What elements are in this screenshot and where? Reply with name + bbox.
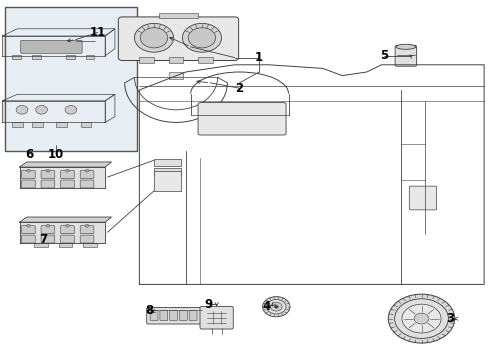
Bar <box>159 13 198 18</box>
FancyBboxPatch shape <box>169 311 177 320</box>
Text: 5: 5 <box>379 49 387 62</box>
Bar <box>81 122 91 127</box>
Bar <box>85 55 94 59</box>
Bar <box>66 55 75 59</box>
Text: 9: 9 <box>204 298 212 311</box>
FancyBboxPatch shape <box>80 235 94 243</box>
FancyBboxPatch shape <box>394 45 416 66</box>
Bar <box>168 57 183 63</box>
Polygon shape <box>20 167 105 188</box>
Polygon shape <box>20 162 111 167</box>
FancyBboxPatch shape <box>21 226 35 234</box>
Circle shape <box>85 224 89 227</box>
Circle shape <box>182 23 221 52</box>
FancyBboxPatch shape <box>150 311 158 320</box>
Circle shape <box>85 169 89 172</box>
Circle shape <box>16 105 28 114</box>
Circle shape <box>413 313 428 324</box>
FancyBboxPatch shape <box>160 311 167 320</box>
Circle shape <box>134 23 173 52</box>
Circle shape <box>262 297 289 317</box>
FancyBboxPatch shape <box>20 40 82 53</box>
Circle shape <box>36 105 47 114</box>
Circle shape <box>65 105 77 114</box>
Circle shape <box>26 169 30 172</box>
FancyBboxPatch shape <box>61 171 74 179</box>
Circle shape <box>274 305 278 308</box>
FancyBboxPatch shape <box>41 180 55 188</box>
FancyBboxPatch shape <box>41 235 55 243</box>
Circle shape <box>46 224 50 227</box>
Circle shape <box>401 304 440 333</box>
FancyBboxPatch shape <box>61 180 74 188</box>
Bar <box>32 122 42 127</box>
Text: 4: 4 <box>262 300 270 312</box>
FancyBboxPatch shape <box>21 235 35 243</box>
FancyBboxPatch shape <box>21 180 35 188</box>
FancyBboxPatch shape <box>80 171 94 179</box>
Polygon shape <box>105 94 115 122</box>
Circle shape <box>394 299 447 338</box>
Bar <box>32 55 41 59</box>
Text: 6: 6 <box>25 148 33 161</box>
FancyBboxPatch shape <box>179 311 187 320</box>
Text: 7: 7 <box>39 233 47 246</box>
Bar <box>154 159 181 166</box>
Ellipse shape <box>395 44 415 49</box>
Bar <box>198 57 212 63</box>
Bar <box>154 168 181 175</box>
Text: 10: 10 <box>48 148 64 161</box>
Polygon shape <box>2 101 105 122</box>
FancyBboxPatch shape <box>80 180 94 188</box>
FancyBboxPatch shape <box>198 103 285 135</box>
Bar <box>83 243 97 247</box>
FancyBboxPatch shape <box>118 17 238 60</box>
Bar <box>59 243 72 247</box>
FancyBboxPatch shape <box>61 235 74 243</box>
FancyBboxPatch shape <box>189 311 197 320</box>
Text: 11: 11 <box>89 26 106 39</box>
FancyBboxPatch shape <box>200 306 233 329</box>
Bar <box>139 57 154 63</box>
FancyBboxPatch shape <box>146 307 203 324</box>
Circle shape <box>266 300 285 314</box>
Bar <box>34 243 48 247</box>
Text: 1: 1 <box>255 51 263 64</box>
Circle shape <box>270 302 282 311</box>
Circle shape <box>188 28 215 48</box>
FancyBboxPatch shape <box>41 171 55 179</box>
Polygon shape <box>105 29 115 56</box>
Bar <box>56 122 67 127</box>
FancyBboxPatch shape <box>61 226 74 234</box>
Circle shape <box>387 294 454 343</box>
Bar <box>12 122 23 127</box>
Text: 8: 8 <box>145 304 153 317</box>
Circle shape <box>46 169 50 172</box>
Polygon shape <box>20 222 105 243</box>
Bar <box>12 55 21 59</box>
Polygon shape <box>20 217 111 222</box>
FancyBboxPatch shape <box>21 171 35 179</box>
Bar <box>168 72 183 79</box>
Circle shape <box>140 28 167 48</box>
Circle shape <box>26 224 30 227</box>
FancyBboxPatch shape <box>408 186 436 210</box>
Circle shape <box>65 169 69 172</box>
Text: 3: 3 <box>445 312 453 325</box>
Bar <box>5 7 137 151</box>
FancyBboxPatch shape <box>41 226 55 234</box>
Polygon shape <box>2 29 115 36</box>
Text: 2: 2 <box>235 82 243 95</box>
Polygon shape <box>2 36 105 56</box>
Bar <box>154 171 181 191</box>
Circle shape <box>65 224 69 227</box>
FancyBboxPatch shape <box>80 226 94 234</box>
Polygon shape <box>2 94 115 101</box>
